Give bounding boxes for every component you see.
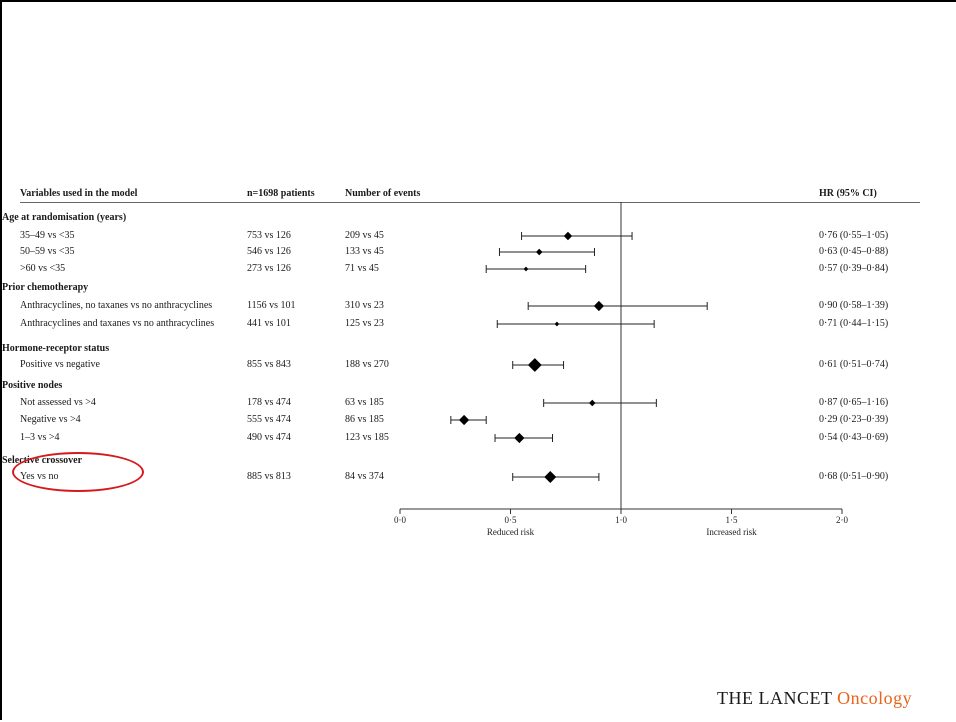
point-estimate xyxy=(527,358,542,372)
row-hr: 0·57 (0·39–0·84) xyxy=(819,263,889,274)
x-tick-label: 1·0 xyxy=(615,515,627,525)
group-label-nodes: Positive nodes xyxy=(2,380,63,391)
row-hr: 0·61 (0·51–0·74) xyxy=(819,359,889,370)
row-patients: 1156 vs 101 xyxy=(247,300,296,311)
row-hr: 0·68 (0·51–0·90) xyxy=(819,471,889,482)
row-label: 50–59 vs <35 xyxy=(20,246,75,257)
x-tick-label: 2·0 xyxy=(836,515,848,525)
row-patients: 546 vs 126 xyxy=(247,246,291,257)
header-hr: HR (95% CI) xyxy=(819,188,877,199)
row-label: 1–3 vs >4 xyxy=(20,432,60,443)
row-label: 35–49 vs <35 xyxy=(20,230,75,241)
header-patients: n=1698 patients xyxy=(247,188,315,199)
row-events: 86 vs 185 xyxy=(345,414,384,425)
row-patients: 555 vs 474 xyxy=(247,414,291,425)
logo-brand: THE LANCET xyxy=(717,688,833,708)
x-tick-label: 1·5 xyxy=(726,515,738,525)
axis-label-reduced: Reduced risk xyxy=(487,527,535,537)
row-label: Positive vs negative xyxy=(20,359,100,370)
row-label: >60 vs <35 xyxy=(20,263,66,274)
row-hr: 0·87 (0·65–1·16) xyxy=(819,397,889,408)
row-hr: 0·63 (0·45–0·88) xyxy=(819,246,889,257)
row-events: 310 vs 23 xyxy=(345,300,384,311)
row-hr: 0·71 (0·44–1·15) xyxy=(819,318,889,329)
row-label: Anthracyclines, no taxanes vs no anthrac… xyxy=(20,300,213,311)
logo-accent: Oncology xyxy=(837,688,913,708)
point-estimate xyxy=(544,471,557,483)
group-label-hormone: Hormone-receptor status xyxy=(2,343,110,354)
x-tick-label: 0·0 xyxy=(394,515,406,525)
row-patients: 273 vs 126 xyxy=(247,263,291,274)
point-estimate xyxy=(593,300,604,312)
row-label: Not assessed vs >4 xyxy=(20,397,96,408)
point-estimate xyxy=(588,399,596,407)
row-events: 84 vs 374 xyxy=(345,471,384,482)
row-label: Negative vs >4 xyxy=(20,414,81,425)
row-hr: 0·29 (0·23–0·39) xyxy=(819,414,889,425)
point-estimate xyxy=(554,321,560,327)
row-hr: 0·54 (0·43–0·69) xyxy=(819,432,889,443)
group-label-chemo: Prior chemotherapy xyxy=(2,282,89,293)
row-events: 125 vs 23 xyxy=(345,318,384,329)
row-events: 133 vs 45 xyxy=(345,246,384,257)
axis-label-increased: Increased risk xyxy=(706,527,757,537)
row-patients: 490 vs 474 xyxy=(247,432,291,443)
point-estimate xyxy=(514,432,525,444)
row-events: 188 vs 270 xyxy=(345,359,389,370)
header-events: Number of events xyxy=(345,188,421,199)
row-patients: 178 vs 474 xyxy=(247,397,291,408)
header-rule xyxy=(20,202,920,203)
x-tick-label: 0·5 xyxy=(505,515,517,525)
row-patients: 441 vs 101 xyxy=(247,318,291,329)
row-events: 209 vs 45 xyxy=(345,230,384,241)
row-patients: 753 vs 126 xyxy=(247,230,291,241)
header-variables: Variables used in the model xyxy=(20,188,138,199)
row-hr: 0·76 (0·55–1·05) xyxy=(819,230,889,241)
row-events: 63 vs 185 xyxy=(345,397,384,408)
journal-logo: THE LANCET Oncology xyxy=(717,688,912,709)
row-patients: 855 vs 843 xyxy=(247,359,291,370)
row-hr: 0·90 (0·58–1·39) xyxy=(819,300,889,311)
row-events: 71 vs 45 xyxy=(345,263,379,274)
highlight-ellipse xyxy=(12,452,144,492)
point-estimate xyxy=(458,414,470,426)
row-label: Anthracyclines and taxanes vs no anthrac… xyxy=(20,318,215,329)
point-estimate xyxy=(523,266,529,272)
row-patients: 885 vs 813 xyxy=(247,471,291,482)
row-events: 123 vs 185 xyxy=(345,432,389,443)
point-estimate xyxy=(563,231,573,241)
group-label-age: Age at randomisation (years) xyxy=(2,212,127,223)
point-estimate xyxy=(535,248,543,256)
